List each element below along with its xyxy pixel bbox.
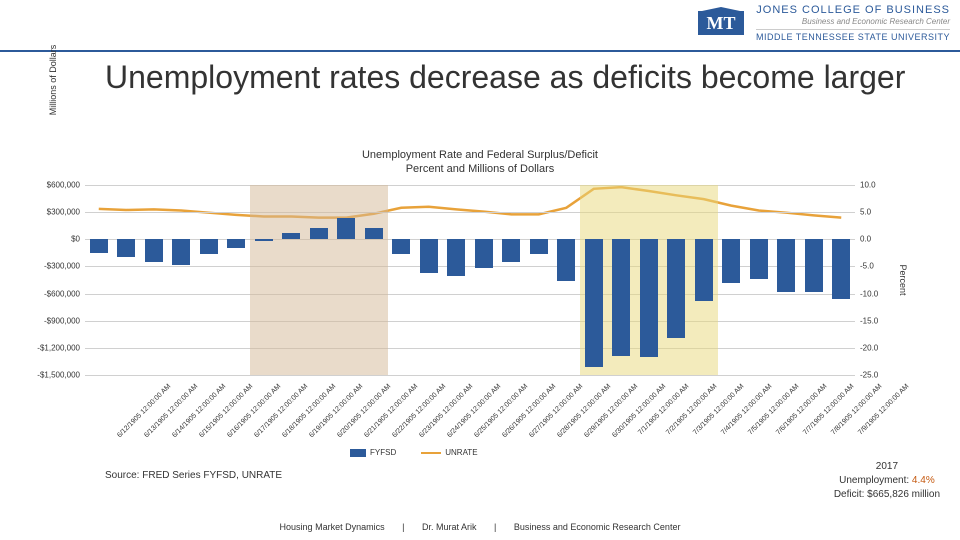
bar: [667, 239, 685, 338]
x-tick: 7/6/1905 12:00:00 AM: [775, 383, 828, 436]
bar: [612, 239, 630, 356]
x-tick: 6/12/1905 12:00:00 AM: [116, 383, 172, 439]
bar: [447, 239, 465, 276]
bar: [722, 239, 740, 282]
bar: [392, 239, 410, 253]
bar: [365, 228, 383, 240]
y1-tick: -$900,000: [20, 316, 80, 325]
x-tick: 7/4/1905 12:00:00 AM: [720, 383, 773, 436]
x-tick: 7/9/1905 12:00:00 AM: [857, 383, 910, 436]
y1-tick: $0: [20, 235, 80, 244]
highlight-band: [250, 185, 388, 375]
header-university: MIDDLE TENNESSEE STATE UNIVERSITY: [756, 29, 950, 42]
x-tick: 6/17/1905 12:00:00 AM: [253, 383, 309, 439]
y1-tick: -$600,000: [20, 289, 80, 298]
grid-line: [85, 212, 855, 213]
grid-line: [85, 185, 855, 186]
x-tick: 7/5/1905 12:00:00 AM: [747, 383, 800, 436]
x-tick: 7/2/1905 12:00:00 AM: [665, 383, 718, 436]
bar: [255, 239, 273, 241]
x-tick: 6/25/1905 12:00:00 AM: [473, 383, 529, 439]
bar: [420, 239, 438, 272]
y2-tick: 0.0: [860, 235, 890, 244]
x-tick: 6/24/1905 12:00:00 AM: [446, 383, 502, 439]
x-tick: 6/23/1905 12:00:00 AM: [418, 383, 474, 439]
bar: [750, 239, 768, 279]
y2-tick: -25.0: [860, 371, 890, 380]
bar: [145, 239, 163, 262]
bar: [117, 239, 135, 257]
bar: [502, 239, 520, 262]
summary-block: 2017 Unemployment: 4.4% Deficit: $665,82…: [834, 460, 940, 502]
x-tick: 7/3/1905 12:00:00 AM: [692, 383, 745, 436]
x-tick: 7/8/1905 12:00:00 AM: [830, 383, 883, 436]
x-tick: 6/26/1905 12:00:00 AM: [501, 383, 557, 439]
bar: [585, 239, 603, 367]
x-tick: 6/27/1905 12:00:00 AM: [528, 383, 584, 439]
bar: [200, 239, 218, 253]
bar: [695, 239, 713, 301]
svg-text:MT: MT: [706, 13, 735, 33]
mtsu-logo-icon: MT: [698, 5, 744, 41]
bar: [530, 239, 548, 253]
y2-tick: -15.0: [860, 316, 890, 325]
x-tick: 6/29/1905 12:00:00 AM: [583, 383, 639, 439]
x-tick: 7/7/1905 12:00:00 AM: [802, 383, 855, 436]
grid-line: [85, 348, 855, 349]
grid-line: [85, 321, 855, 322]
header-center: Business and Economic Research Center: [756, 17, 950, 26]
bar: [172, 239, 190, 264]
bar: [310, 228, 328, 240]
header-college: JONES COLLEGE OF BUSINESS: [756, 4, 950, 16]
y1-axis-label: Millions of Dollars: [48, 0, 58, 185]
legend: FYFSD UNRATE: [350, 448, 478, 457]
grid-line: [85, 375, 855, 376]
x-tick: 6/14/1905 12:00:00 AM: [171, 383, 227, 439]
y2-tick: -10.0: [860, 289, 890, 298]
x-tick: 6/22/1905 12:00:00 AM: [391, 383, 447, 439]
y1-tick: $600,000: [20, 181, 80, 190]
x-tick: 6/28/1905 12:00:00 AM: [556, 383, 612, 439]
x-tick: 6/15/1905 12:00:00 AM: [198, 383, 254, 439]
y1-tick: -$300,000: [20, 262, 80, 271]
plot-area: $600,00010.0$300,0005.0$00.0-$300,000-5.…: [85, 185, 855, 375]
x-tick: 6/20/1905 12:00:00 AM: [336, 383, 392, 439]
bar: [777, 239, 795, 291]
bar: [805, 239, 823, 291]
y2-tick: -20.0: [860, 343, 890, 352]
legend-bar-swatch: [350, 449, 366, 457]
grid-line: [85, 294, 855, 295]
bar: [475, 239, 493, 268]
chart-area: $600,00010.0$300,0005.0$00.0-$300,000-5.…: [85, 185, 855, 455]
y2-axis-label: Percent: [898, 180, 908, 380]
bar: [282, 233, 300, 239]
x-tick: 6/19/1905 12:00:00 AM: [308, 383, 364, 439]
legend-bar: FYFSD: [350, 448, 396, 457]
y2-tick: 10.0: [860, 181, 890, 190]
bar: [640, 239, 658, 357]
x-tick: 6/18/1905 12:00:00 AM: [281, 383, 337, 439]
y1-tick: $300,000: [20, 208, 80, 217]
bar: [227, 239, 245, 248]
header: MT JONES COLLEGE OF BUSINESS Business an…: [698, 4, 950, 42]
legend-line: UNRATE: [421, 448, 477, 457]
footer: Housing Market Dynamics | Dr. Murat Arik…: [0, 522, 960, 532]
bar: [557, 239, 575, 281]
header-rule: [0, 50, 960, 52]
page-title: Unemployment rates decrease as deficits …: [105, 60, 905, 95]
source-text: Source: FRED Series FYFSD, UNRATE: [105, 470, 282, 481]
chart-subtitle: Unemployment Rate and Federal Surplus/De…: [0, 148, 960, 177]
bar: [90, 239, 108, 253]
y2-tick: -5.0: [860, 262, 890, 271]
bar: [832, 239, 850, 299]
legend-line-swatch: [421, 452, 441, 454]
x-tick: 6/21/1905 12:00:00 AM: [363, 383, 419, 439]
x-tick: 6/16/1905 12:00:00 AM: [226, 383, 282, 439]
y1-tick: -$1,500,000: [20, 371, 80, 380]
bar: [337, 218, 355, 240]
y1-tick: -$1,200,000: [20, 343, 80, 352]
x-tick: 6/13/1905 12:00:00 AM: [143, 383, 199, 439]
y2-tick: 5.0: [860, 208, 890, 217]
